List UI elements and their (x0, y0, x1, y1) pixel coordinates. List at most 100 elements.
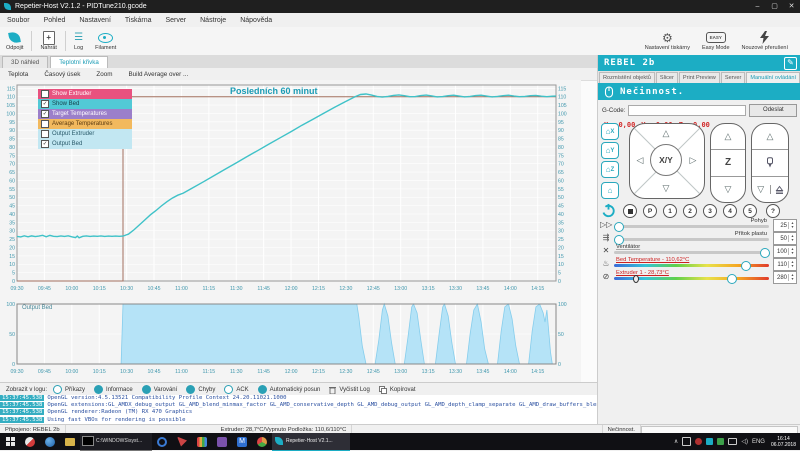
media-app-icon[interactable] (192, 433, 212, 450)
load-button[interactable]: + Nahrát (40, 30, 57, 51)
filament-button[interactable]: Filament (89, 27, 122, 55)
checkbox-icon[interactable] (41, 130, 49, 138)
easy-mode-button[interactable]: EASY Easy Mode (696, 27, 736, 55)
spinner-arrows[interactable]: ▲ ▼ (788, 273, 796, 282)
xy-center-button[interactable]: X/Y (650, 144, 682, 176)
xy-jog-pad[interactable]: △ ▽ ◁ ▷ X/Y (629, 123, 705, 199)
extrude-reverse-button[interactable]: △ (766, 131, 774, 142)
jog-y-minus-button[interactable]: ▽ (662, 183, 670, 193)
legend-output-bed[interactable]: ✓ Output Bed (38, 139, 132, 149)
menu-napoveda[interactable]: Nápověda (240, 16, 273, 24)
tab-slicer[interactable]: Slicer (655, 72, 678, 83)
explorer-icon[interactable] (60, 433, 80, 450)
start-button[interactable] (0, 433, 20, 450)
slider-thumb[interactable] (614, 234, 624, 245)
tab-rozmisteni-objektu[interactable]: Rozmístění objektů (599, 72, 655, 83)
edit-printer-button[interactable]: ✎ (784, 56, 797, 70)
menu-nastroje[interactable]: Nástroje (200, 16, 227, 24)
tray-green-icon[interactable] (717, 438, 725, 445)
checkbox-icon[interactable] (41, 120, 49, 128)
send-button[interactable]: Odeslat (749, 103, 798, 117)
home-all-button[interactable]: ⌂ (601, 182, 619, 199)
checkbox-icon[interactable]: ✓ (41, 140, 49, 148)
close-button[interactable]: ✕ (788, 3, 795, 10)
menu-pohled[interactable]: Pohled (43, 16, 66, 24)
disconnect-button[interactable]: Odpojit (0, 27, 29, 55)
copy-log-button[interactable]: Kopírovat (378, 385, 416, 394)
bed-temp-value[interactable]: 110 ▲ ▼ (773, 258, 797, 271)
jog-x-plus-button[interactable]: ▷ (689, 155, 697, 165)
fan-slider[interactable] (614, 247, 770, 258)
preset-2-button[interactable]: 2 (683, 204, 697, 218)
extruder-temp-slider[interactable] (614, 273, 769, 284)
vs-app-icon[interactable] (212, 433, 232, 450)
toggle-automaticky-posun[interactable]: Automatický posun (257, 385, 320, 394)
help-button[interactable]: ? (766, 204, 780, 218)
preset-3-button[interactable]: 3 (703, 204, 717, 218)
c-app-icon[interactable] (152, 433, 172, 450)
clear-log-button[interactable]: Vyčistit Log (329, 386, 370, 394)
menu-server[interactable]: Server (165, 16, 187, 24)
tray-red-icon[interactable] (695, 438, 703, 445)
legend-output-extruder[interactable]: Output Extruder (38, 129, 132, 139)
log-toggle-button[interactable]: ☰ Log (73, 32, 84, 51)
cmd-window-button[interactable]: C:\WINDOWS\syst... (80, 432, 152, 451)
tab-manualni-ovladani[interactable]: Manuální ovládání (746, 72, 800, 83)
legend-target-temperatures[interactable]: ✓ Target Temperatures (38, 109, 132, 119)
maximize-button[interactable]: ▢ (771, 3, 778, 10)
tab-print-preview[interactable]: Print Preview (678, 72, 720, 83)
checkbox-icon[interactable]: ✓ (41, 100, 49, 108)
feedrate-value[interactable]: 25 ▲ ▼ (773, 219, 797, 232)
legend-average-temperatures[interactable]: Average Temperatures (38, 119, 132, 129)
slider-thumb[interactable] (759, 247, 770, 258)
tray-expand-icon[interactable]: ∧ (673, 439, 679, 445)
flow-slider[interactable] (614, 234, 769, 245)
checkbox-icon[interactable] (41, 90, 49, 98)
preset-4-button[interactable]: 4 (723, 204, 737, 218)
menu-tiskarna[interactable]: Tiskárna (124, 16, 152, 24)
tab-temperature-curve[interactable]: Teplotní křivka (50, 56, 108, 68)
tray-volume-icon[interactable]: ◁) (741, 439, 748, 445)
jog-y-plus-button[interactable]: △ (662, 128, 670, 138)
slider-thumb[interactable] (614, 221, 624, 232)
home-x-button[interactable]: ⌂ X (601, 123, 619, 140)
tool-app-icon[interactable] (172, 433, 192, 450)
spinner-arrows[interactable]: ▲ ▼ (788, 221, 796, 230)
bed-temp-label[interactable]: Bed Temperature - 110,62°C (616, 257, 690, 263)
toggle-varovani[interactable]: Varování (141, 385, 177, 394)
tray-teal-icon[interactable] (706, 438, 714, 445)
repetier-task-button[interactable]: Repetier-Host V2.1... (272, 432, 350, 451)
tray-display-icon[interactable] (728, 438, 738, 445)
spinner-arrows[interactable]: ▲ ▼ (788, 247, 796, 256)
extruder-icon-button[interactable] (752, 149, 788, 175)
retract-button[interactable] (769, 184, 789, 194)
toggle-informace[interactable]: Informace (94, 385, 133, 394)
tab-3d-preview[interactable]: 3D náhled (2, 56, 49, 68)
bed-temp-slider[interactable] (614, 260, 769, 271)
slider-thumb[interactable] (741, 260, 752, 271)
language-indicator[interactable]: ENG (751, 438, 765, 445)
home-z-button[interactable]: ⌂ Z (601, 161, 619, 178)
chart-menu-teplota[interactable]: Teplota (8, 70, 29, 78)
fan-value[interactable]: 100 ▲ ▼ (773, 245, 797, 258)
spinner-arrows[interactable]: ▲ ▼ (788, 234, 796, 243)
extruder-temp-label[interactable]: Extruder 1 - 28,73°C (616, 270, 669, 276)
feedrate-slider[interactable] (614, 221, 769, 232)
shield-app-icon[interactable] (20, 433, 40, 450)
legend-show-extruder[interactable]: Show Extruder (38, 89, 132, 99)
menu-nastaveni[interactable]: Nastavení (79, 16, 111, 24)
checkbox-icon[interactable]: ✓ (41, 110, 49, 118)
toggle-ack[interactable]: ACK (224, 385, 249, 394)
chart-menu-build-average[interactable]: Build Average over ... (128, 70, 189, 78)
chrome-icon[interactable] (252, 433, 272, 450)
menu-soubor[interactable]: Soubor (7, 16, 30, 24)
emergency-stop-button[interactable]: Nouzové přerušení (736, 27, 794, 55)
extrude-forward-button[interactable]: ▽ (757, 183, 765, 194)
toggle-chyby[interactable]: Chyby (186, 385, 215, 394)
slider-thumb[interactable] (727, 273, 738, 284)
jog-x-minus-button[interactable]: ◁ (636, 155, 644, 165)
spinner-arrows[interactable]: ▲ ▼ (788, 260, 796, 269)
minimize-button[interactable]: – (755, 3, 760, 10)
mail-app-icon[interactable]: M (232, 433, 252, 450)
park-button[interactable]: P (643, 204, 657, 218)
